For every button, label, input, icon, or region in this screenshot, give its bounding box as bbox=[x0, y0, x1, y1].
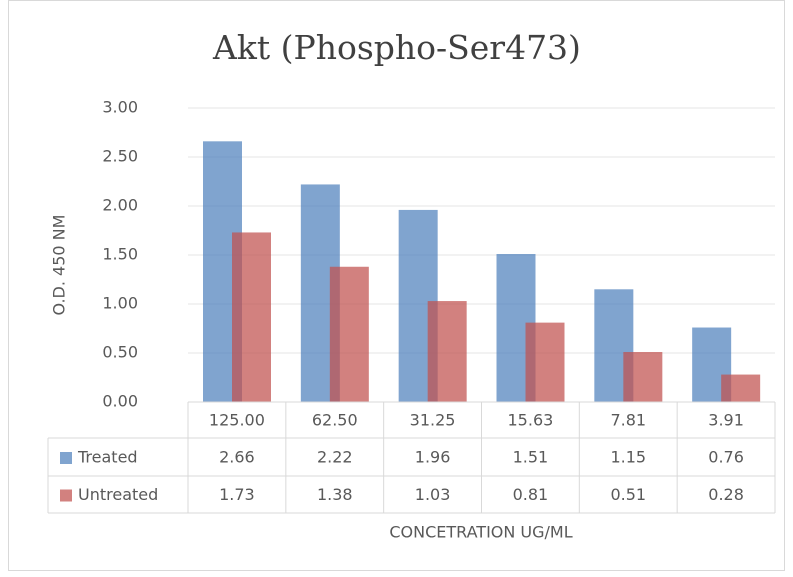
x-axis-label: CONCETRATION UG/ML bbox=[389, 523, 572, 542]
bar bbox=[329, 266, 369, 402]
table-value: 0.28 bbox=[708, 485, 744, 504]
table-value: 1.15 bbox=[610, 448, 646, 467]
x-tick-label: 31.25 bbox=[410, 411, 456, 430]
legend-label: Untreated bbox=[78, 485, 158, 504]
y-tick-label: 2.50 bbox=[102, 147, 138, 166]
table-value: 1.51 bbox=[513, 448, 549, 467]
bar bbox=[232, 232, 271, 402]
table-value: 1.03 bbox=[415, 485, 451, 504]
y-tick-label: 1.50 bbox=[102, 245, 138, 264]
bar bbox=[721, 374, 761, 402]
table-value: 1.38 bbox=[317, 485, 353, 504]
table-value: 1.96 bbox=[415, 448, 451, 467]
y-tick-label: 3.00 bbox=[102, 98, 138, 117]
y-axis-label: O.D. 450 NM bbox=[50, 215, 69, 316]
y-tick-label: 2.00 bbox=[102, 196, 138, 215]
y-tick-label: 0.00 bbox=[102, 392, 138, 411]
table-value: 0.51 bbox=[610, 485, 646, 504]
table-value: 0.76 bbox=[708, 448, 744, 467]
x-tick-label: 3.91 bbox=[708, 411, 744, 430]
table-value: 2.66 bbox=[219, 448, 255, 467]
x-tick-label: 7.81 bbox=[610, 411, 646, 430]
table-value: 0.81 bbox=[513, 485, 549, 504]
x-tick-label: 62.50 bbox=[312, 411, 358, 430]
x-tick-label: 125.00 bbox=[209, 411, 265, 430]
y-tick-label: 0.50 bbox=[102, 343, 138, 362]
legend-label: Treated bbox=[77, 448, 138, 467]
bar bbox=[525, 322, 565, 402]
x-tick-label: 15.63 bbox=[508, 411, 554, 430]
chart-title: Akt (Phospho-Ser473) bbox=[212, 28, 581, 67]
bar bbox=[623, 352, 663, 402]
bar bbox=[427, 301, 467, 402]
y-tick-label: 1.00 bbox=[102, 294, 138, 313]
table-value: 2.22 bbox=[317, 448, 353, 467]
table-value: 1.73 bbox=[219, 485, 255, 504]
legend-key bbox=[60, 489, 72, 502]
legend-key bbox=[60, 452, 72, 464]
